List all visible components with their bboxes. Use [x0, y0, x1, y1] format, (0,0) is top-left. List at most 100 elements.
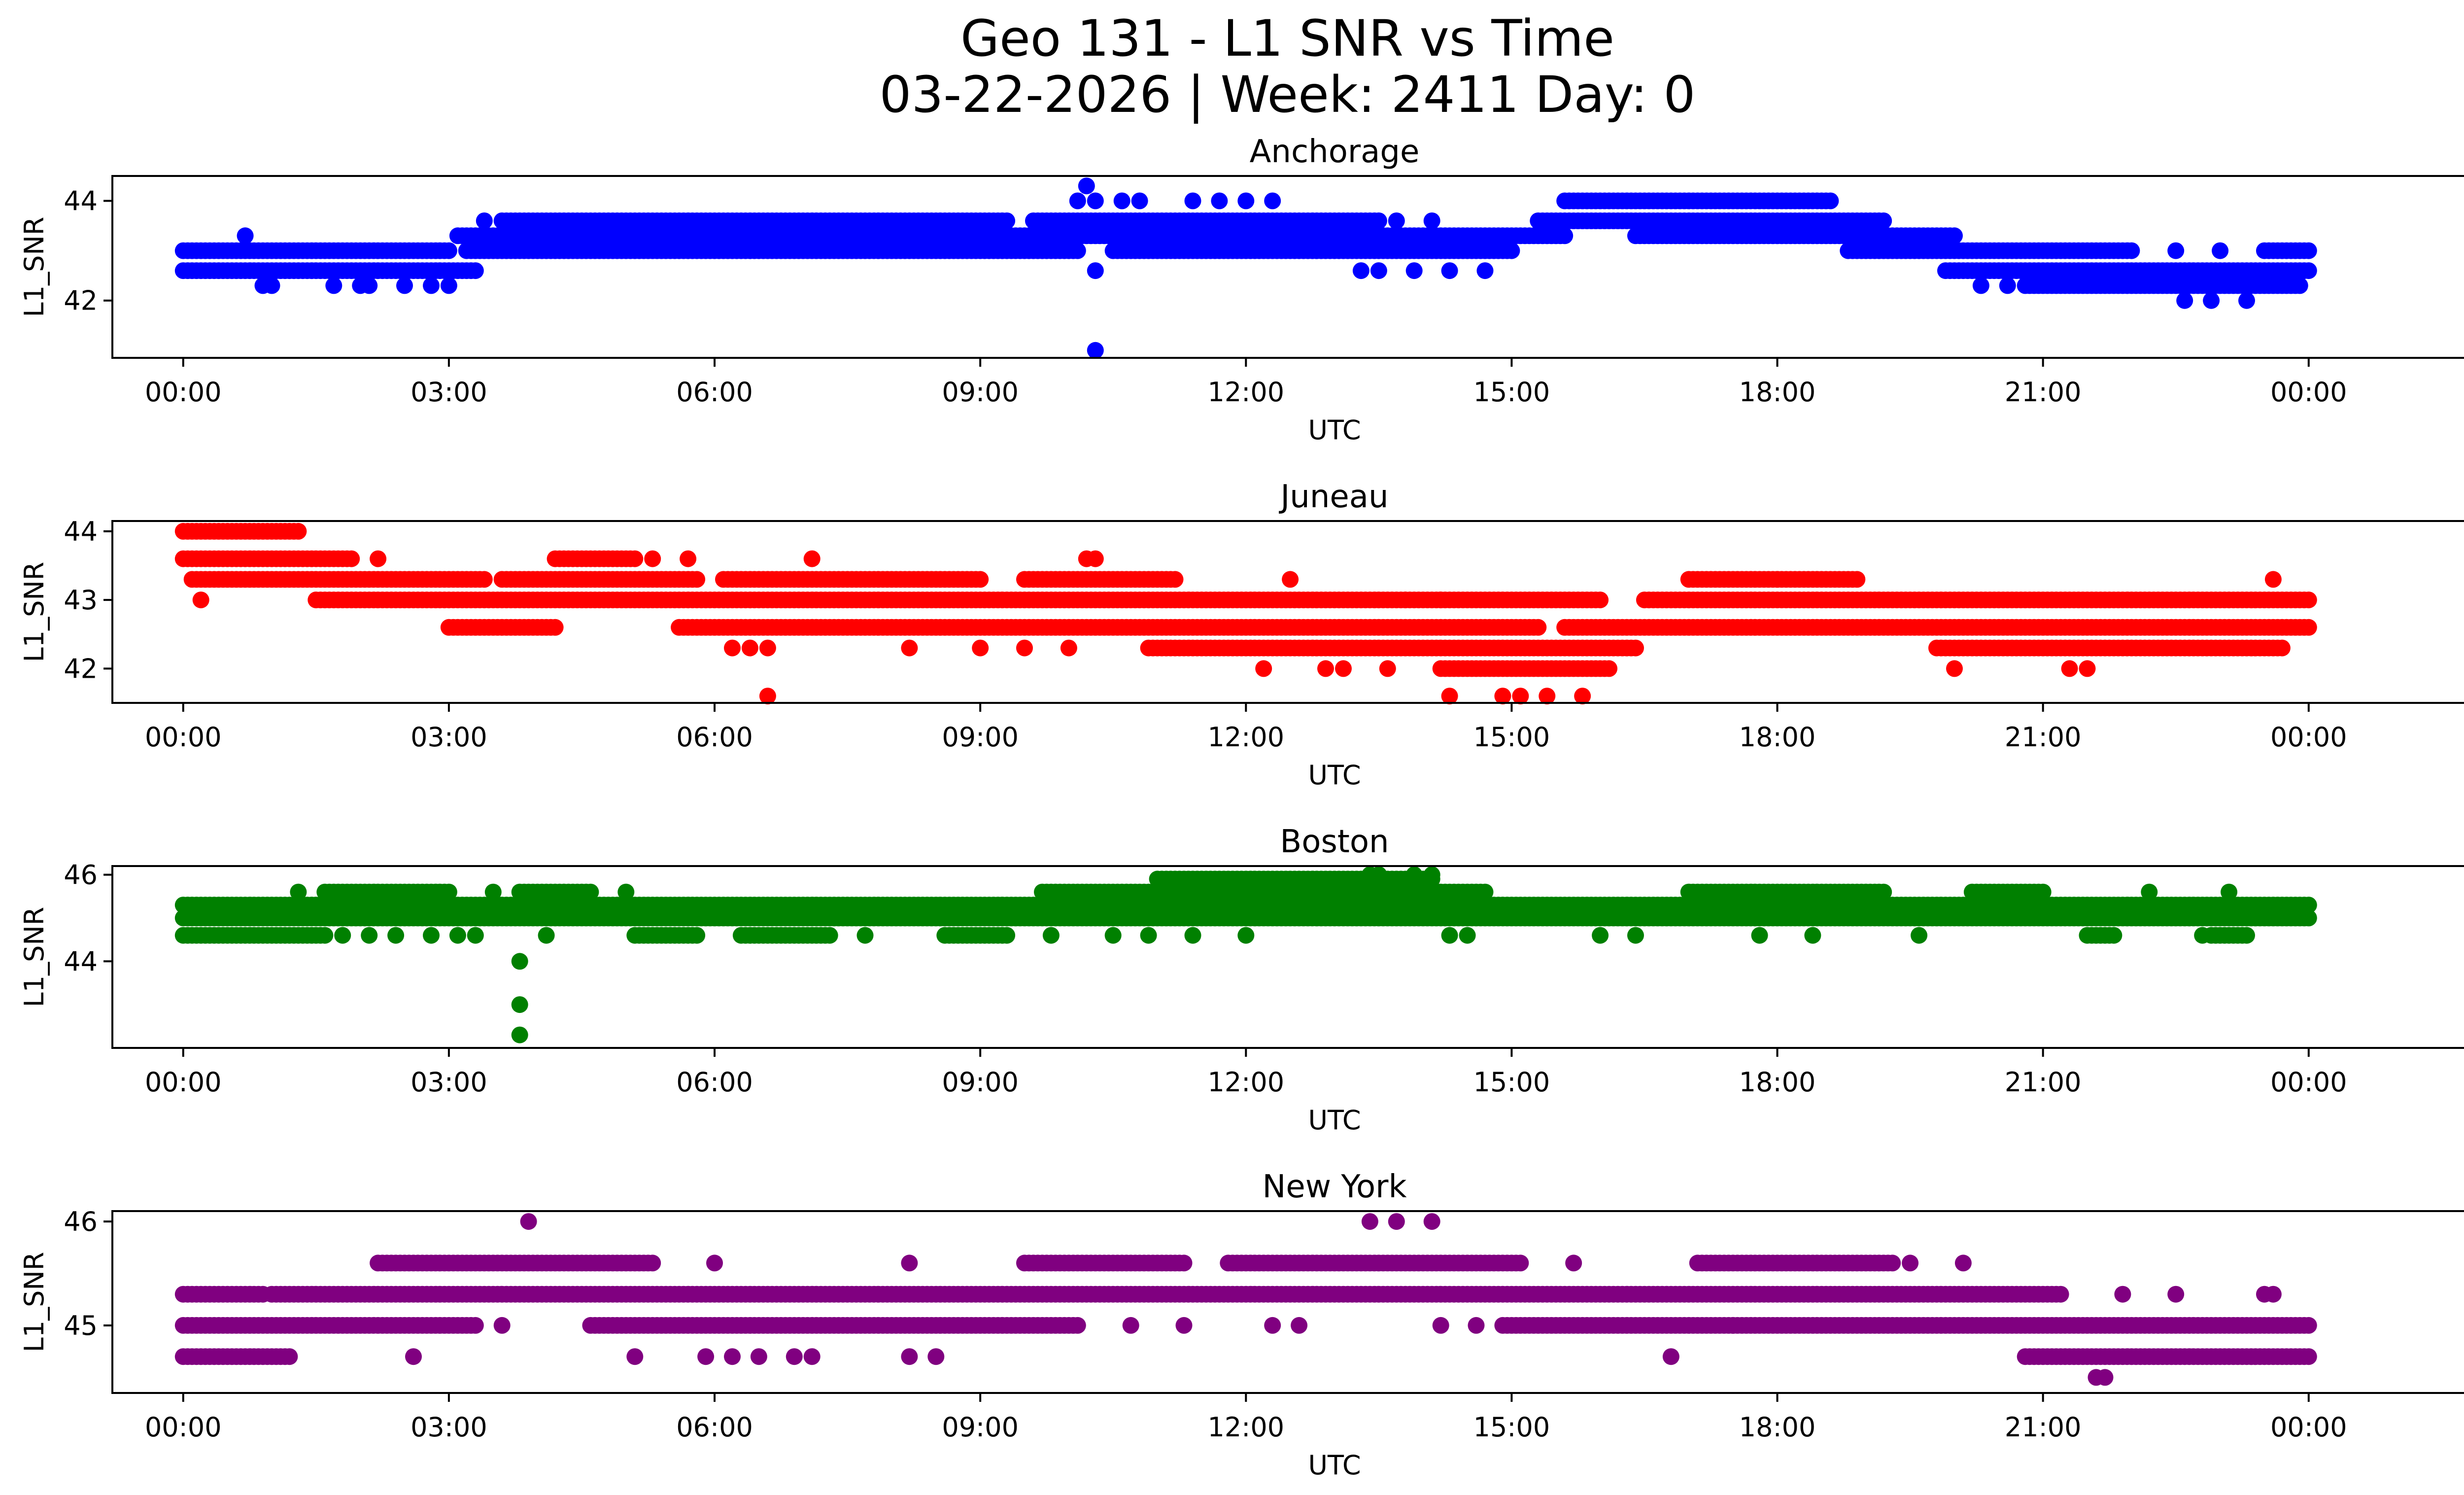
data-point: [1131, 192, 1148, 209]
data-point: [1476, 883, 1494, 901]
data-point: [440, 883, 457, 901]
data-point: [2291, 277, 2308, 294]
x-tick-label: 12:00: [1207, 377, 1284, 408]
data-point: [2176, 292, 2193, 309]
x-tick-label: 06:00: [676, 1067, 753, 1098]
data-point: [1503, 242, 1520, 259]
x-tick-label: 06:00: [676, 377, 753, 408]
data-point: [1423, 212, 1440, 229]
data-point: [1459, 927, 1476, 944]
data-point: [688, 571, 706, 588]
data-point: [2238, 292, 2255, 309]
y-tick-label: 44: [64, 186, 98, 217]
data-point: [1166, 571, 1184, 588]
data-point: [423, 277, 440, 294]
data-point: [1379, 660, 1396, 677]
data-point: [1060, 639, 1077, 657]
x-tick-label: 06:00: [676, 722, 753, 753]
y-axis-label: L1_SNR: [19, 217, 50, 317]
data-point: [1370, 866, 1387, 883]
data-point: [724, 639, 741, 657]
data-point: [856, 927, 874, 944]
data-point: [803, 550, 821, 567]
y-tick-label: 44: [64, 946, 98, 977]
data-point: [1423, 866, 1440, 883]
data-point: [972, 639, 989, 657]
x-tick-label: 15:00: [1473, 722, 1550, 753]
x-tick-label: 12:00: [1207, 722, 1284, 753]
data-point: [467, 927, 484, 944]
x-tick-label: 18:00: [1739, 377, 1816, 408]
data-point: [1370, 212, 1387, 229]
data-point: [1592, 591, 1609, 609]
data-point: [1237, 927, 1255, 944]
data-point: [2300, 591, 2317, 609]
data-point: [1556, 227, 1574, 244]
data-point: [1875, 212, 1892, 229]
x-tick-label: 21:00: [2005, 1067, 2082, 1098]
data-point: [290, 522, 307, 540]
data-point: [2061, 660, 2078, 677]
data-point: [449, 927, 466, 944]
data-point: [1822, 192, 1839, 209]
x-tick-label: 00:00: [145, 1067, 222, 1098]
x-tick-label: 15:00: [1473, 377, 1550, 408]
data-point: [1087, 192, 1104, 209]
scatter-points: [174, 1213, 2317, 1386]
data-point: [2238, 927, 2255, 944]
y-tick-label: 43: [64, 585, 98, 616]
plot-frame: [111, 175, 2464, 359]
data-point: [1104, 927, 1122, 944]
data-point: [1601, 660, 1618, 677]
x-tick-label: 00:00: [2270, 1067, 2347, 1098]
x-tick-label: 00:00: [145, 377, 222, 408]
data-point: [680, 550, 697, 567]
data-point: [2212, 242, 2229, 259]
data-point: [396, 277, 413, 294]
data-point: [343, 550, 360, 567]
data-point: [1317, 660, 1334, 677]
data-point: [1848, 571, 1866, 588]
x-tick-label: 00:00: [2270, 722, 2347, 753]
data-point: [1370, 262, 1387, 279]
x-tick-label: 21:00: [2005, 377, 2082, 408]
data-point: [2052, 1286, 2069, 1303]
subplot-boston: 00:00 03:00 06:00 09:00 12:00 15:00 18:00 21:00…: [19, 824, 2464, 1136]
data-point: [2167, 242, 2185, 259]
data-point: [2300, 619, 2317, 636]
data-point: [2123, 242, 2140, 259]
data-point: [617, 883, 635, 901]
data-point: [741, 639, 758, 657]
data-point: [290, 883, 307, 901]
figure-title-line1: Geo 131 - L1 SNR vs Time: [960, 9, 1614, 68]
data-point: [1432, 591, 1449, 609]
x-tick-label: 09:00: [942, 722, 1019, 753]
x-tick-label: 18:00: [1739, 722, 1816, 753]
data-point: [1069, 1317, 1086, 1334]
data-point: [476, 571, 493, 588]
y-axis-label: L1_SNR: [19, 562, 50, 662]
data-point: [1352, 262, 1369, 279]
data-point: [476, 212, 493, 229]
data-point: [821, 927, 838, 944]
y-tick-label: 42: [64, 653, 98, 684]
data-point: [387, 927, 405, 944]
data-point: [361, 927, 378, 944]
data-point: [759, 639, 776, 657]
data-point: [2105, 927, 2122, 944]
data-point: [1476, 262, 1494, 279]
data-point: [1237, 192, 1255, 209]
x-tick-label: 09:00: [942, 377, 1019, 408]
scatter-points: [174, 866, 2317, 1043]
data-point: [1946, 660, 1963, 677]
data-point: [334, 927, 351, 944]
x-tick-label: 12:00: [1207, 1067, 1284, 1098]
data-point: [361, 277, 378, 294]
subplot-juneau: 00:00 03:00 06:00 09:00 12:00 15:00 18:00 21:00…: [19, 479, 2464, 791]
data-point: [2203, 292, 2220, 309]
data-point: [644, 550, 661, 567]
x-tick-label: 09:00: [942, 1067, 1019, 1098]
data-point: [484, 883, 502, 901]
data-point: [2300, 262, 2317, 279]
